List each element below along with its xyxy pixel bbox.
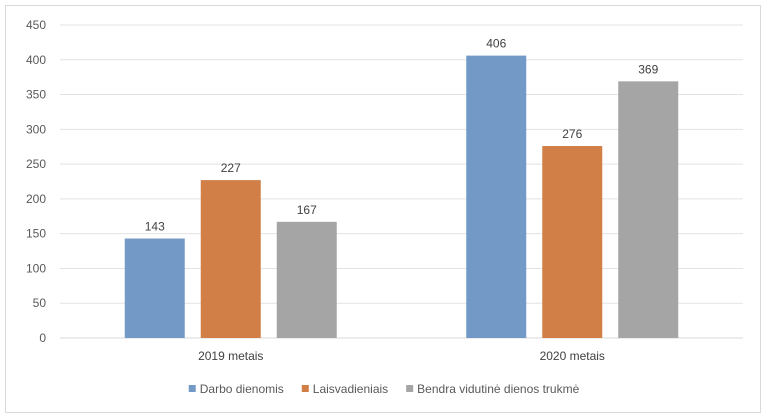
legend-label: Darbo dienomis <box>200 382 284 396</box>
y-tick-label: 300 <box>26 122 46 136</box>
legend-item: Bendra vidutinė dienos trukmė <box>406 382 580 396</box>
y-tick-label: 400 <box>26 53 46 67</box>
data-label: 167 <box>297 203 317 217</box>
data-label: 227 <box>221 161 241 175</box>
data-labels: 143 227 167 406 276 369 <box>145 37 659 234</box>
data-label: 276 <box>562 127 582 141</box>
bar <box>124 238 185 338</box>
bar <box>200 180 261 338</box>
y-tick-label: 100 <box>26 261 46 275</box>
legend-swatch <box>188 385 196 392</box>
legend-item: Laisvadieniais <box>301 382 388 396</box>
legend-swatch <box>301 385 309 392</box>
y-tick-label: 450 <box>26 18 46 32</box>
y-tick-label: 50 <box>33 296 47 310</box>
y-tick-label: 150 <box>26 227 46 241</box>
y-tick-label: 350 <box>26 88 46 102</box>
y-axis-ticks: 0 50 100 150 200 250 300 350 400 450 <box>26 18 46 345</box>
bars <box>124 55 679 339</box>
data-label: 369 <box>638 62 658 76</box>
y-tick-label: 0 <box>39 331 46 345</box>
bar <box>276 221 337 338</box>
legend-item: Darbo dienomis <box>188 382 284 396</box>
legend-swatch <box>406 385 414 392</box>
bar <box>542 146 603 338</box>
legend-label: Laisvadieniais <box>313 382 388 396</box>
category-label: 2019 metais <box>198 349 263 363</box>
legend-label: Bendra vidutinė dienos trukmė <box>417 382 579 396</box>
bar <box>466 55 527 339</box>
category-label: 2020 metais <box>540 349 605 363</box>
data-label: 406 <box>486 37 506 51</box>
category-labels: 2019 metais 2020 metais <box>198 349 605 363</box>
data-label: 143 <box>145 220 165 234</box>
y-tick-label: 200 <box>26 192 46 206</box>
bar <box>618 81 679 338</box>
y-tick-label: 250 <box>26 157 46 171</box>
legend: Darbo dienomis Laisvadieniais Bendra vidut… <box>188 382 580 396</box>
